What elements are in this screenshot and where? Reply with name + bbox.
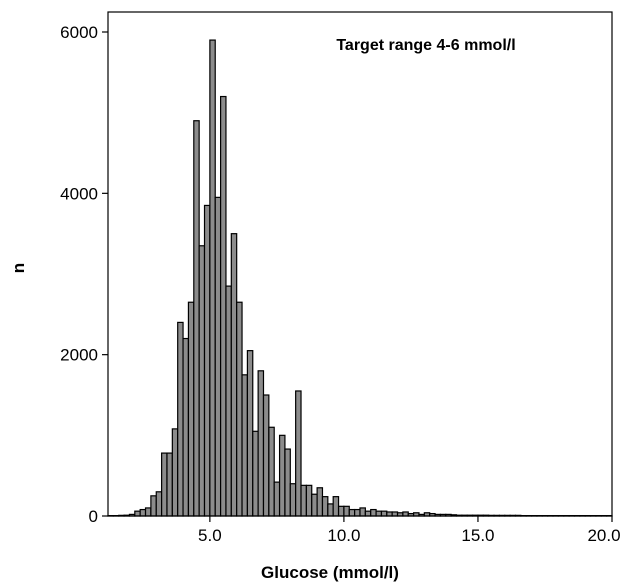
histogram-bar [284,448,291,517]
y-tick-label: 4000 [60,184,98,203]
histogram-bar [364,510,372,517]
histogram-bar [262,394,270,517]
y-axis-ticks: 0 2000 4000 6000 [60,23,108,526]
histogram-bar [402,511,409,517]
histogram-bar [171,428,179,517]
histogram-bar [354,508,361,517]
histogram-bar [246,350,254,517]
histogram-bar [230,233,238,517]
histogram-bar [380,510,388,517]
y-tick-label: 6000 [60,23,98,42]
histogram-bar [177,321,184,517]
histogram-bar [161,452,168,517]
histogram-bar [182,337,190,517]
histogram-bar [193,120,200,517]
histogram-bar [386,511,393,517]
histogram-bar [203,204,211,517]
target-range-annotation: Target range 4-6 mmol/l [336,37,515,54]
histogram-bar [295,390,302,517]
histogram-bar [155,491,163,517]
histogram-bar [289,483,297,517]
histogram-bar [225,285,232,517]
histogram-bar [300,484,307,517]
histogram-bar [327,503,334,517]
histogram-bar [305,484,313,517]
x-tick-label: 5.0 [198,526,222,545]
histogram-bar [257,370,265,517]
plot-frame [107,11,613,517]
x-tick-label: 20.0 [587,526,620,545]
x-tick-label: 15.0 [461,526,494,545]
histogram-bar [241,374,248,517]
histogram-bar [391,511,399,517]
histogram-bar [134,510,141,517]
histogram-bar [332,496,340,517]
y-tick-label: 0 [89,507,98,526]
histogram-bar [321,496,329,517]
histogram-bar [187,301,195,517]
histogram-bar [214,196,222,517]
y-tick-label: 2000 [60,346,98,365]
histogram-bar [220,95,227,517]
histogram-bar [316,487,324,517]
histogram-bar [359,507,366,517]
histogram-bar [273,481,281,517]
histogram-bar [166,452,173,517]
histogram-bar [311,493,318,517]
histogram-bar [278,434,286,517]
histogram-bar [268,426,275,517]
histogram-bar [144,507,152,517]
histogram-bar [209,39,216,517]
y-axis-title: n [9,263,28,273]
histogram-bar [348,508,356,517]
histogram-bar [370,508,377,517]
histogram-bars [107,39,613,517]
histogram-bar [150,495,157,517]
histogram-bar [252,430,259,517]
x-axis-ticks: 5.0 10.0 15.0 20.0 [198,516,621,545]
histogram-bar [343,505,350,517]
histogram-bar [236,301,243,517]
x-tick-label: 10.0 [327,526,360,545]
histogram-bar [198,245,206,517]
x-axis-title: Glucose (mmol/l) [261,563,399,582]
histogram-bar [139,508,147,517]
histogram-bar [375,510,383,517]
histogram-bar [337,505,345,517]
